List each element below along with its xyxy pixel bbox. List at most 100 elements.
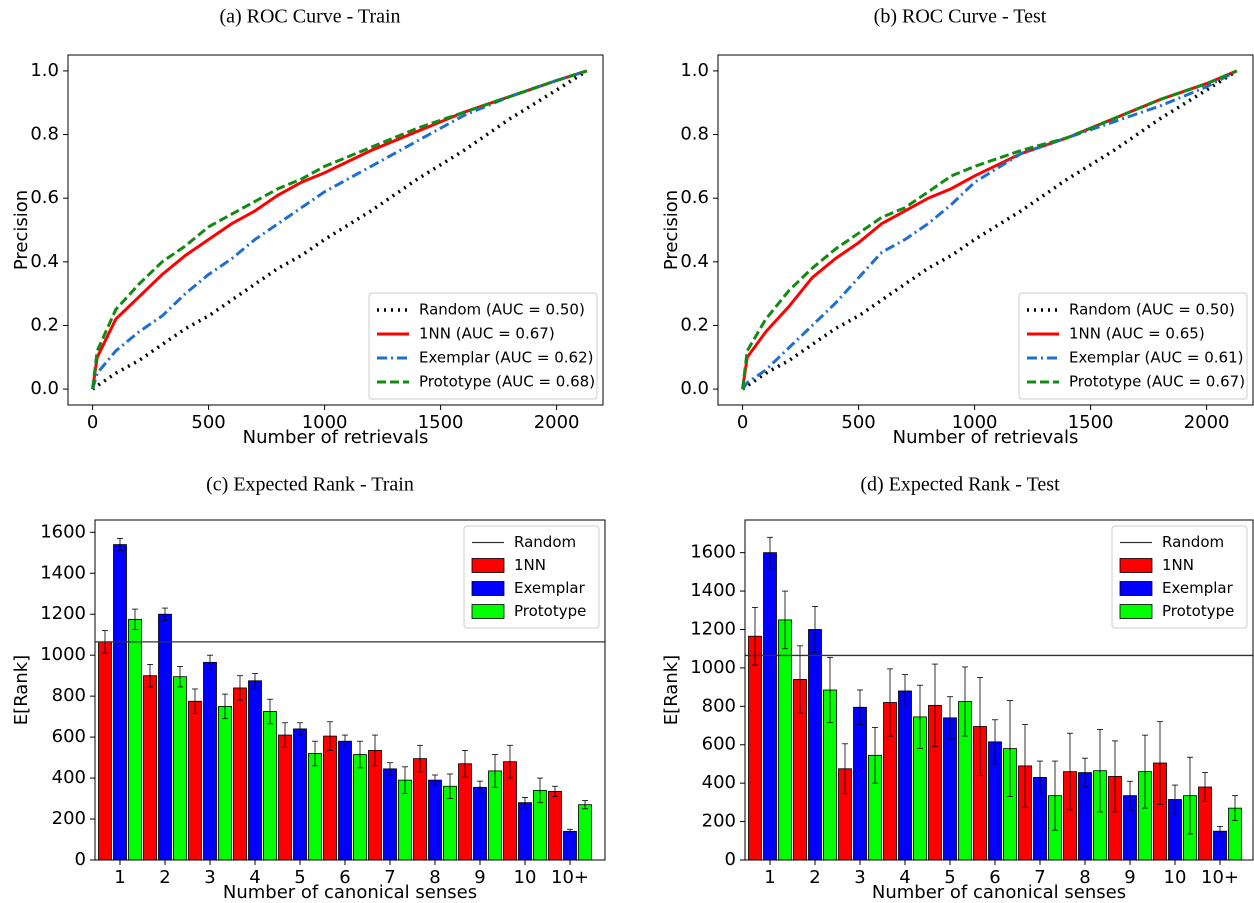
x-tick-label: 2 — [159, 867, 170, 888]
x-tick-label: 8 — [1079, 867, 1090, 888]
legend-swatch — [1119, 604, 1153, 619]
bar — [353, 754, 367, 861]
error-bar — [297, 722, 303, 736]
legend-label: Exemplar — [1162, 579, 1234, 597]
x-tick-label: 4 — [899, 867, 910, 888]
y-tick-label: 800 — [702, 695, 736, 716]
error-bar — [1142, 734, 1148, 809]
error-bar — [1037, 760, 1043, 795]
error-bar — [932, 663, 938, 748]
y-tick-label: 1400 — [40, 562, 86, 583]
x-tick-label: 2000 — [534, 412, 580, 433]
error-bar — [417, 744, 423, 773]
y-tick-label: 0.6 — [30, 187, 59, 208]
legend: Random 1NN Exemplar Prototype — [463, 525, 600, 629]
error-bar — [917, 684, 923, 749]
panel-title: (c) Expected Rank - Train — [206, 474, 414, 496]
error-bar — [1052, 760, 1058, 831]
y-tick-label: 0 — [75, 849, 86, 870]
error-bar — [977, 677, 983, 776]
x-tick-label: 0 — [87, 412, 98, 433]
legend-box — [368, 292, 598, 400]
error-bar — [387, 762, 393, 776]
error-bar — [962, 666, 968, 737]
error-bar — [192, 688, 198, 714]
error-bar — [342, 734, 348, 748]
error-bar — [827, 656, 833, 724]
bar — [383, 768, 397, 861]
y-axis-label: Precision — [661, 190, 682, 270]
x-tick-label: 5 — [944, 867, 955, 888]
legend-label: Prototype (AUC = 0.67) — [1069, 373, 1245, 391]
error-bar — [1082, 757, 1088, 788]
x-axis-label: Number of canonical senses — [223, 882, 477, 903]
error-bar — [267, 698, 273, 725]
bar — [518, 802, 532, 861]
bar — [368, 750, 382, 861]
error-bar — [797, 645, 803, 714]
x-tick-label: 1500 — [1068, 412, 1114, 433]
legend-label: Prototype (AUC = 0.68) — [419, 373, 595, 391]
y-tick-label: 0.2 — [680, 314, 709, 335]
bar — [548, 790, 562, 861]
x-tick-label: 6 — [989, 867, 1000, 888]
error-bar — [812, 606, 818, 653]
error-bar — [162, 607, 168, 621]
x-tick-label: 0 — [737, 412, 748, 433]
error-bar — [132, 608, 138, 630]
error-bar — [432, 774, 438, 786]
bar — [278, 734, 292, 861]
y-tick-label: 1600 — [690, 542, 736, 563]
error-bar — [1232, 795, 1238, 822]
bar — [308, 753, 322, 861]
error-bar — [767, 536, 773, 569]
error-bar — [357, 740, 363, 769]
x-axis-label: Number of canonical senses — [872, 882, 1126, 903]
x-tick-label: 5 — [294, 867, 305, 888]
roc-line — [741, 69, 1238, 390]
error-bar — [1127, 780, 1133, 811]
y-tick-label: 0.0 — [680, 378, 709, 399]
x-tick-label: 1000 — [302, 412, 348, 433]
error-bar — [492, 754, 498, 788]
x-tick-label: 10+ — [551, 867, 589, 888]
plot-area — [741, 69, 1238, 391]
error-bar — [402, 766, 408, 794]
x-tick-label: 4 — [249, 867, 260, 888]
x-tick-label: 1000 — [952, 412, 998, 433]
legend-label: Exemplar — [514, 579, 586, 597]
panel-title: (a) ROC Curve - Train — [219, 6, 400, 28]
error-bar — [567, 828, 573, 834]
legend-box — [463, 525, 600, 629]
legend-label: 1NN — [1162, 556, 1194, 574]
error-bar — [312, 740, 318, 767]
x-tick-label: 10 — [1164, 867, 1187, 888]
error-bar — [842, 743, 848, 795]
error-bar — [1202, 772, 1208, 802]
y-tick-label: 600 — [702, 734, 736, 755]
y-tick-label: 1200 — [690, 618, 736, 639]
error-bar — [1112, 740, 1118, 813]
bar — [293, 728, 307, 861]
legend-label: Random — [514, 533, 576, 551]
y-tick-label: 200 — [702, 811, 736, 832]
y-tick-label: 1400 — [690, 580, 736, 601]
x-tick-label: 1500 — [418, 412, 464, 433]
legend-swatch — [1119, 581, 1153, 596]
error-bar — [462, 750, 468, 778]
error-bar — [207, 654, 213, 670]
error-bar — [252, 673, 258, 689]
error-bar — [477, 780, 483, 794]
bar — [98, 641, 112, 861]
x-tick-label: 1 — [764, 867, 775, 888]
error-bar — [447, 773, 453, 799]
legend-box — [1111, 525, 1248, 629]
bar — [203, 661, 217, 861]
roc-line — [91, 69, 588, 390]
legend-swatch — [471, 558, 505, 573]
x-axis-label: Number of retrievals — [243, 427, 429, 448]
error-bar — [1157, 721, 1163, 805]
y-tick-label: 400 — [702, 772, 736, 793]
error-bar — [1022, 724, 1028, 808]
